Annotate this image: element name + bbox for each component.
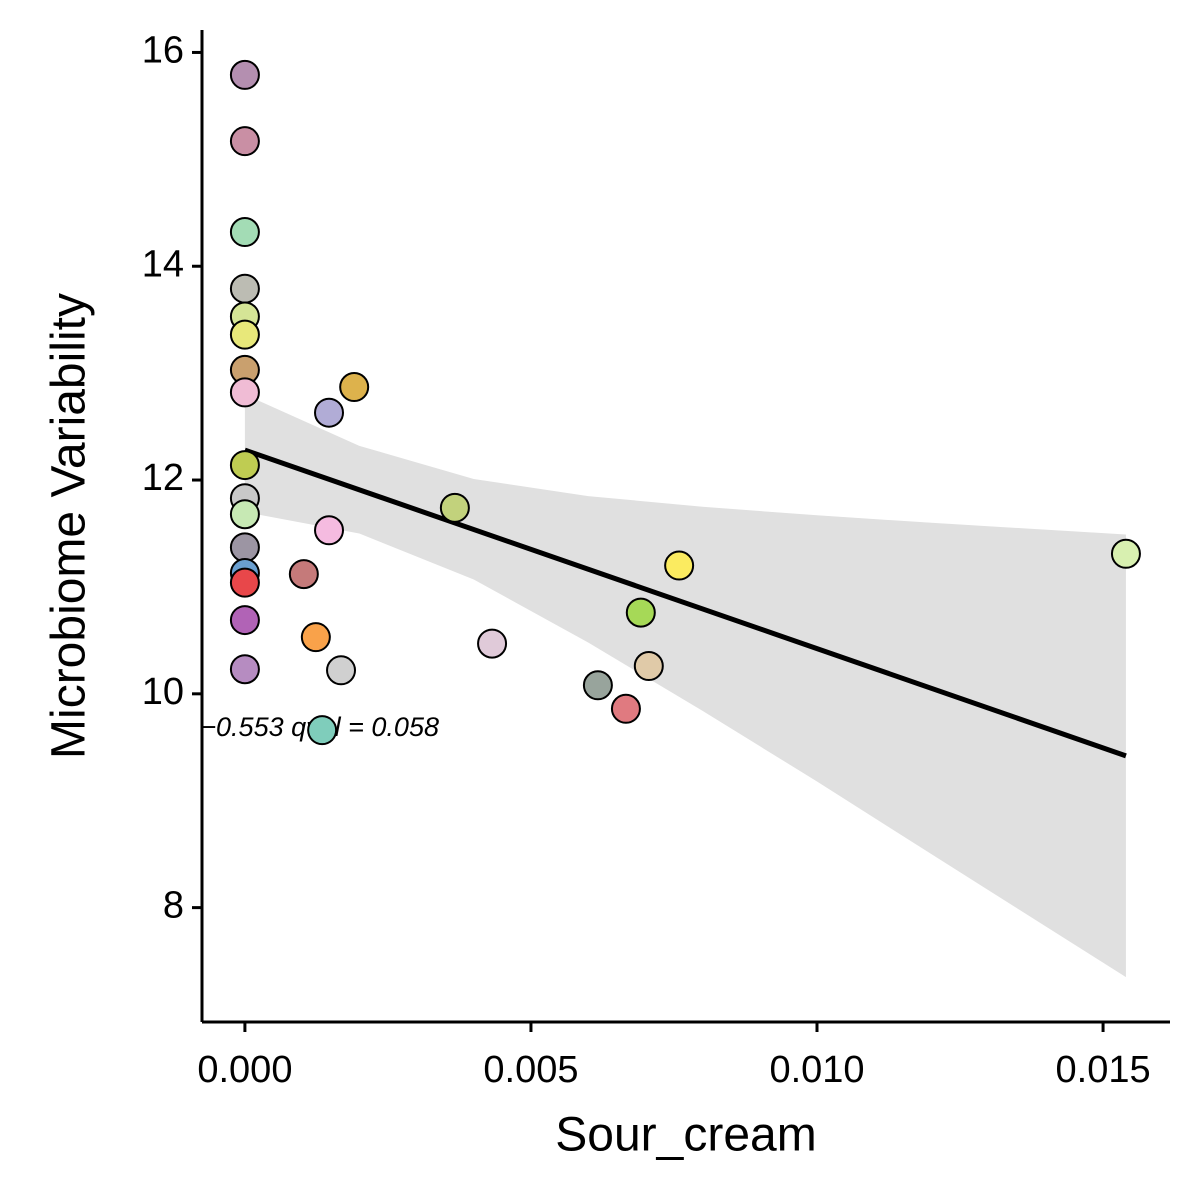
point (610, 693, 641, 724)
point (229, 532, 260, 563)
point (582, 670, 613, 701)
x-axis-title: Sour_cream (555, 1109, 816, 1162)
point (229, 450, 260, 481)
x-tick-label: 0.005 (483, 1049, 578, 1091)
point (477, 628, 508, 659)
point (339, 372, 370, 403)
y-tick-label: 10 (142, 671, 184, 713)
point (300, 622, 331, 653)
point (229, 499, 260, 530)
point (439, 492, 470, 523)
regression-line (244, 447, 1127, 759)
y-tick-label: 12 (142, 457, 184, 499)
point (229, 567, 260, 598)
point (229, 377, 260, 408)
plot-layer: R = −0.553 qval = 0.058 8 10 12 14 16 0.000 0.0… (142, 29, 1170, 1091)
point (229, 605, 260, 636)
point (229, 126, 260, 157)
point (229, 654, 260, 685)
point (633, 651, 664, 682)
point (326, 655, 357, 686)
point (229, 59, 260, 90)
annotation: R = −0.553 qval = 0.058 (150, 712, 439, 742)
point (664, 550, 695, 581)
point (229, 217, 260, 248)
point (625, 597, 656, 628)
point (288, 559, 319, 590)
point (1110, 538, 1141, 569)
point (229, 319, 260, 350)
y-tick-label: 14 (142, 243, 184, 285)
point (314, 515, 345, 546)
x-tick-label: 0.015 (1056, 1049, 1151, 1091)
y-axis-title: Microbiome Variability (43, 293, 96, 759)
y-tick-label: 16 (142, 29, 184, 71)
y-tick-label: 8 (163, 885, 184, 927)
point (307, 715, 338, 746)
x-tick-label: 0.010 (769, 1049, 864, 1091)
x-tick-label: 0.000 (197, 1049, 292, 1091)
point (229, 273, 260, 304)
point (314, 397, 345, 428)
confidence-band (244, 394, 1126, 978)
